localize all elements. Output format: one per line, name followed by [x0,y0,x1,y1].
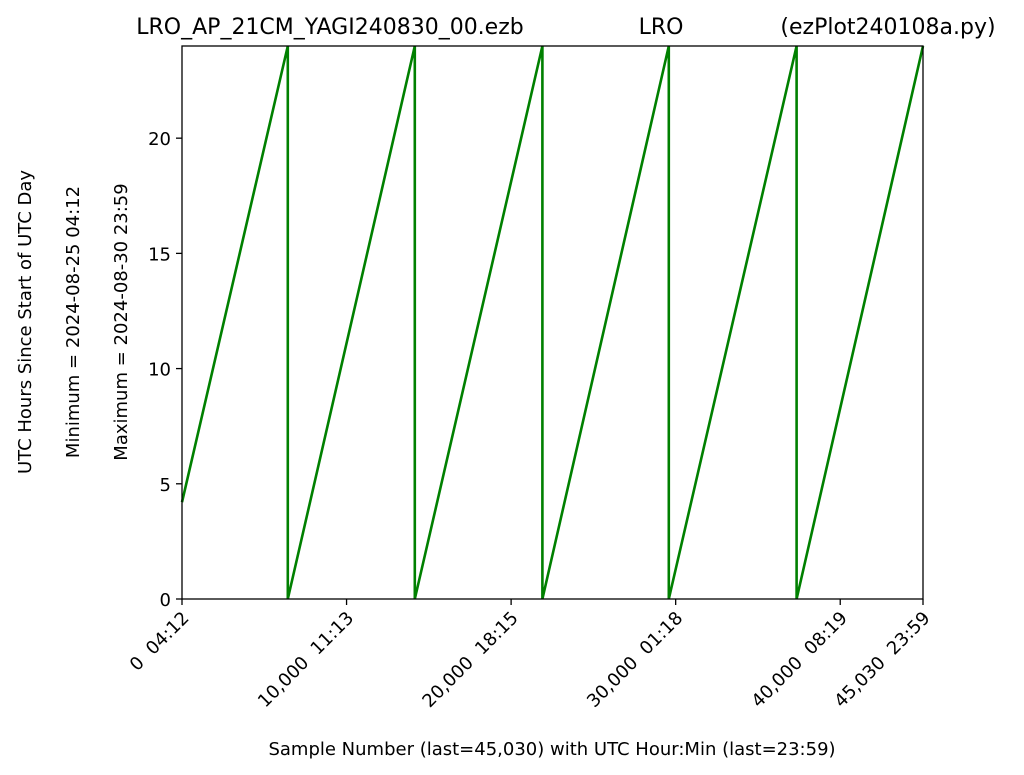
ytick-layer: 0 5 10 15 20 [148,129,182,611]
header-left: LRO_AP_21CM_YAGI240830_00.ezb [136,15,523,40]
ytick-label: 15 [148,244,171,265]
xlabel: Sample Number (last=45,030) with UTC Hou… [268,739,835,760]
ylabel-min: Minimum = 2024-08-25 04:12 [63,186,84,458]
xtick-label: 20,000 18:15 [418,608,522,712]
ylabel-max: Maximum = 2024-08-30 23:59 [111,183,132,460]
ytick-label: 10 [148,360,171,381]
ytick-label: 5 [160,475,171,496]
header-center: LRO [639,15,684,40]
series-layer [180,45,925,600]
xtick-label: 30,000 01:18 [583,608,687,712]
xtick-layer: 0 04:12 10,000 11:13 20,000 18:15 30,000 01… [126,599,935,712]
header-right: (ezPlot240108a.py) [780,15,995,40]
plot-frame [181,45,924,600]
xtick-label: 10,000 11:13 [254,608,358,712]
series-line-0 [180,45,925,600]
ytick-label: 0 [160,590,171,611]
xtick-label: 0 04:12 [126,608,194,676]
ytick-label: 20 [148,129,171,150]
ylabel-main: UTC Hours Since Start of UTC Day [15,170,36,474]
